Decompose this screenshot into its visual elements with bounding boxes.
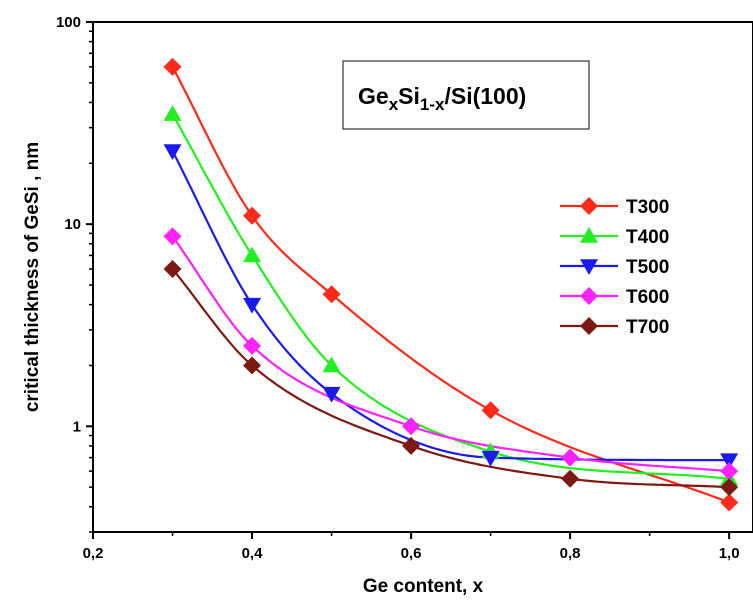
fit-line-t600 [171,235,730,473]
legend-item-t700: T700 [560,317,669,338]
data-point-t700 [163,259,182,278]
legend-marker [580,317,598,335]
annotation-text: GexSi1-x/Si(100) [358,83,526,114]
x-tick-label: 0,4 [242,545,264,562]
data-point-t500 [243,297,262,314]
fit-curves [171,66,730,504]
axes: 0,2 0,4 0,6 0,8 1,0 1 10 100 [56,14,753,562]
legend-item-t400: T400 [560,227,669,248]
legend-label: T400 [626,227,669,248]
x-tick-label: 0,6 [401,545,422,562]
data-markers [163,57,739,512]
data-point-t300 [481,401,500,420]
data-point-t300 [720,493,739,512]
annotation-sub1: x [389,95,399,114]
x-axis-label: Ge content, x [363,576,484,597]
y-axis-label: critical thickness of GeSi , nm [22,142,43,412]
data-point-t700 [243,356,262,375]
annotation-base2: Si [398,83,420,109]
x-tick-label: 1,0 [719,545,740,562]
data-point-t400 [243,246,262,263]
annotation-base1: Ge [358,83,389,109]
legend-item-t600: T600 [560,287,669,308]
legend-marker [580,287,598,305]
annotation-tail: /Si(100) [444,83,526,109]
legend-marker [580,227,598,243]
fit-line-t500 [171,150,730,462]
data-point-t700 [402,436,421,455]
data-point-t300 [322,285,341,304]
data-point-t500 [720,453,739,470]
legend-label: T500 [626,257,669,278]
data-point-t500 [322,386,341,403]
plot-frame [92,21,753,533]
fit-line-t300 [171,66,730,504]
annotation-sub2: 1-x [420,95,445,114]
data-point-t300 [243,206,262,225]
data-point-t600 [720,462,739,481]
legend-marker [580,259,598,275]
data-point-t700 [720,478,739,497]
legend: T300 T400 T500 T600 T700 [560,197,669,338]
y-tick-label: 1 [73,418,81,435]
legend-item-t500: T500 [560,257,669,278]
y-ticks: 1 10 100 [56,14,93,533]
data-point-t600 [243,336,262,355]
data-point-t500 [481,450,500,467]
legend-label: T600 [626,287,669,308]
y-tick-label: 100 [56,14,81,31]
x-ticks: 0,2 0,4 0,6 0,8 1,0 [83,532,740,562]
data-point-t500 [163,144,182,161]
data-point-t600 [163,227,182,246]
data-point-t700 [561,469,580,488]
annotation-frame [342,60,590,130]
annotation-box: GexSi1-x/Si(100) [342,60,590,130]
data-point-t300 [163,57,182,76]
data-point-t600 [561,448,580,467]
fit-line-t700 [171,268,730,489]
data-point-t600 [402,417,421,436]
legend-item-t300: T300 [560,197,669,218]
data-point-t400 [322,356,341,373]
data-point-t400 [163,105,182,121]
x-tick-label: 0,2 [83,545,104,562]
legend-label: T700 [626,317,669,338]
y-tick-label: 10 [64,216,81,233]
legend-label: T300 [626,197,669,218]
x-tick-label: 0,8 [560,545,581,562]
legend-marker [580,197,598,215]
